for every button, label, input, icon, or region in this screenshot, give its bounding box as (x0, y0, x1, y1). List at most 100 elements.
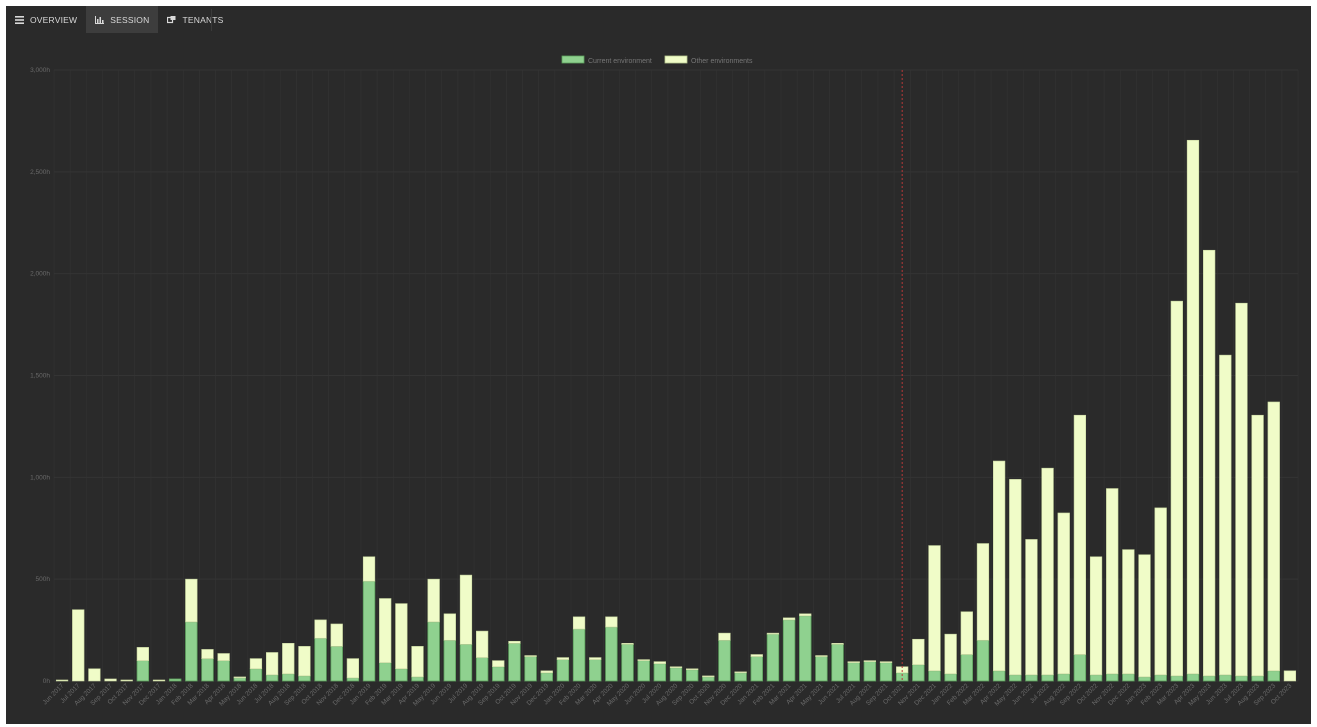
bar-current-environment[interactable] (1186, 673, 1200, 682)
bar-other-environments[interactable] (136, 647, 149, 661)
bar-other-environments[interactable] (1154, 507, 1167, 676)
bar-current-environment[interactable] (572, 628, 586, 682)
bar-other-environments[interactable] (815, 655, 828, 657)
bar-other-environments[interactable] (1219, 354, 1232, 676)
bar-other-environments[interactable] (282, 643, 295, 675)
bar-current-environment[interactable] (863, 661, 877, 682)
bar-other-environments[interactable] (55, 679, 69, 682)
bar-current-environment[interactable] (1138, 676, 1151, 682)
bar-other-environments[interactable] (476, 630, 489, 658)
bar-current-environment[interactable] (799, 615, 812, 682)
bar-other-environments[interactable] (1283, 670, 1297, 682)
bar-current-environment[interactable] (1025, 674, 1038, 682)
bar-current-environment[interactable] (427, 621, 440, 682)
bar-other-environments[interactable] (1203, 249, 1216, 677)
bar-other-environments[interactable] (750, 654, 763, 657)
bar-other-environments[interactable] (766, 632, 780, 635)
bar-current-environment[interactable] (1235, 675, 1248, 682)
bar-other-environments[interactable] (653, 661, 666, 664)
bar-other-environments[interactable] (314, 619, 327, 639)
bar-current-environment[interactable] (685, 669, 699, 682)
bar-other-environments[interactable] (1251, 414, 1264, 677)
bar-current-environment[interactable] (766, 633, 780, 682)
bar-other-environments[interactable] (1122, 549, 1135, 675)
bar-current-environment[interactable] (330, 645, 343, 682)
bar-current-environment[interactable] (637, 660, 650, 682)
bar-current-environment[interactable] (782, 619, 796, 682)
bar-current-environment[interactable] (249, 668, 263, 682)
bar-other-environments[interactable] (104, 678, 117, 682)
bar-current-environment[interactable] (944, 673, 957, 682)
bar-current-environment[interactable] (233, 677, 247, 682)
bar-current-environment[interactable] (734, 672, 747, 682)
bar-other-environments[interactable] (879, 661, 893, 663)
bar-current-environment[interactable] (362, 580, 376, 682)
bar-current-environment[interactable] (605, 626, 618, 682)
bar-other-environments[interactable] (330, 623, 343, 647)
bar-current-environment[interactable] (475, 657, 489, 682)
bar-current-environment[interactable] (621, 643, 634, 682)
bar-current-environment[interactable] (815, 656, 828, 682)
bar-other-environments[interactable] (411, 646, 424, 678)
bar-current-environment[interactable] (201, 658, 214, 682)
bar-other-environments[interactable] (152, 679, 166, 682)
bar-other-environments[interactable] (201, 649, 214, 659)
bar-current-environment[interactable] (314, 637, 327, 682)
bar-other-environments[interactable] (831, 643, 844, 645)
bar-other-environments[interactable] (605, 616, 618, 628)
bar-other-environments[interactable] (621, 643, 634, 645)
bar-other-environments[interactable] (1089, 556, 1103, 676)
bar-other-environments[interactable] (72, 609, 85, 682)
bar-other-environments[interactable] (298, 646, 311, 677)
bar-current-environment[interactable] (976, 639, 990, 682)
bar-other-environments[interactable] (1009, 479, 1022, 676)
bar-current-environment[interactable] (750, 656, 763, 682)
bar-current-environment[interactable] (524, 656, 537, 682)
bar-current-environment[interactable] (1073, 654, 1087, 682)
bar-other-environments[interactable] (1267, 401, 1280, 672)
bar-other-environments[interactable] (912, 638, 925, 666)
bar-other-environments[interactable] (524, 655, 537, 657)
bar-other-environments[interactable] (782, 617, 796, 621)
bar-current-environment[interactable] (556, 659, 570, 682)
bar-other-environments[interactable] (379, 598, 392, 663)
bar-current-environment[interactable] (395, 668, 408, 682)
bar-other-environments[interactable] (120, 679, 133, 682)
bar-current-environment[interactable] (653, 663, 667, 682)
bar-current-environment[interactable] (217, 660, 230, 682)
bar-other-environments[interactable] (540, 670, 553, 674)
bar-current-environment[interactable] (1041, 674, 1054, 682)
bar-other-environments[interactable] (734, 671, 747, 674)
bar-current-environment[interactable] (1219, 674, 1232, 682)
bar-other-environments[interactable] (346, 658, 359, 679)
bar-other-environments[interactable] (669, 666, 683, 669)
bar-other-environments[interactable] (993, 460, 1006, 672)
bar-other-environments[interactable] (799, 613, 812, 617)
bar-other-environments[interactable] (443, 613, 456, 641)
bar-current-environment[interactable] (443, 639, 457, 682)
bar-other-environments[interactable] (1057, 512, 1070, 675)
bar-current-environment[interactable] (411, 676, 424, 682)
bar-current-environment[interactable] (1202, 675, 1216, 682)
bar-current-environment[interactable] (282, 673, 295, 682)
tab-overview[interactable]: OVERVIEW (6, 6, 86, 33)
bar-other-environments[interactable] (427, 578, 440, 623)
bar-current-environment[interactable] (831, 643, 844, 682)
bar-current-environment[interactable] (702, 676, 715, 682)
bar-other-environments[interactable] (847, 661, 860, 663)
bar-other-environments[interactable] (1186, 139, 1200, 675)
bar-other-environments[interactable] (249, 658, 263, 670)
bar-other-environments[interactable] (944, 633, 957, 675)
tab-tenants[interactable]: TENANTS (158, 6, 232, 33)
bar-other-environments[interactable] (928, 545, 941, 672)
bar-other-environments[interactable] (508, 640, 521, 644)
bar-current-environment[interactable] (1122, 673, 1135, 682)
bar-current-environment[interactable] (265, 674, 279, 682)
bar-current-environment[interactable] (1089, 674, 1103, 682)
bar-other-environments[interactable] (863, 660, 876, 662)
bar-current-environment[interactable] (1154, 674, 1167, 682)
bar-current-environment[interactable] (1251, 675, 1264, 682)
bar-current-environment[interactable] (1105, 673, 1119, 682)
bar-other-environments[interactable] (556, 657, 570, 660)
bar-other-environments[interactable] (572, 616, 586, 630)
